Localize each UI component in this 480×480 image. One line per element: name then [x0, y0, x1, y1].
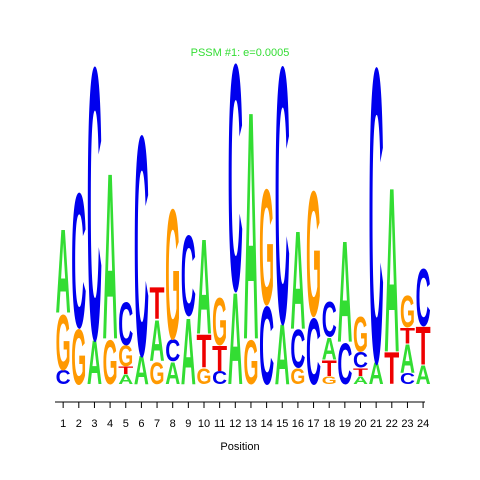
- x-tick-label-14: 14: [260, 418, 272, 430]
- logo-letter-g-pos-13: G: [243, 327, 258, 397]
- x-tick-label-1: 1: [60, 418, 66, 430]
- x-tick-label-13: 13: [245, 418, 257, 430]
- logo-letter-c-pos-23: C: [400, 369, 415, 387]
- logo-letter-g-pos-1: G: [56, 299, 71, 387]
- logo-letter-a-pos-9: A: [181, 298, 196, 404]
- logo-letter-c-pos-17: C: [306, 298, 321, 404]
- logo-letter-c-pos-24: C: [416, 251, 431, 343]
- x-tick-label-7: 7: [154, 418, 160, 430]
- logo-letter-g-pos-18: G: [322, 375, 337, 387]
- logo-letter-t-pos-20: T: [353, 366, 368, 378]
- logo-letter-t-pos-23: T: [400, 324, 416, 349]
- logo-letter-c-pos-15: C: [275, 0, 290, 401]
- logo-letter-a-pos-3: A: [87, 326, 102, 397]
- x-axis-label: Position: [220, 441, 259, 453]
- chart-title: PSSM #1: e=0.0005: [191, 47, 290, 59]
- logo-letter-c-pos-5: C: [118, 290, 133, 358]
- logo-letter-a-pos-22: A: [384, 140, 399, 402]
- x-tick-label-11: 11: [214, 418, 225, 430]
- logo-letter-g-pos-11: G: [212, 284, 227, 360]
- logo-letter-a-pos-12: A: [228, 265, 243, 412]
- x-tick-label-17: 17: [307, 418, 319, 430]
- logo-letter-a-pos-18: A: [322, 331, 337, 366]
- x-tick-label-18: 18: [323, 418, 335, 430]
- x-tick-label-5: 5: [123, 418, 129, 430]
- x-tick-label-12: 12: [229, 418, 241, 430]
- logo-letter-a-pos-10: A: [197, 210, 212, 362]
- logo-letter-t-pos-5: T: [118, 365, 133, 377]
- logo-letter-t-pos-18: T: [322, 357, 338, 382]
- logo-letter-a-pos-24: A: [416, 360, 431, 390]
- logo-letter-c-pos-20: C: [353, 347, 368, 373]
- logo-letter-g-pos-8: G: [165, 171, 180, 378]
- x-tick-label-6: 6: [138, 418, 144, 430]
- logo-letter-g-pos-7: G: [150, 355, 165, 391]
- x-tick-label-22: 22: [386, 418, 398, 430]
- logo-letter-c-pos-21: C: [369, 0, 384, 452]
- x-tick-label-3: 3: [91, 418, 97, 430]
- logo-letter-g-pos-23: G: [400, 288, 415, 337]
- x-tick-label-4: 4: [107, 418, 113, 430]
- logo-letter-g-pos-17: G: [306, 154, 321, 354]
- x-tick-label-20: 20: [354, 418, 366, 430]
- x-tick-label-19: 19: [339, 418, 351, 430]
- logo-letter-c-pos-12: C: [228, 0, 243, 359]
- logo-letter-c-pos-16: C: [290, 319, 305, 380]
- logo-letter-a-pos-7: A: [150, 309, 165, 374]
- logo-letter-c-pos-19: C: [337, 332, 352, 397]
- logo-letter-a-pos-4: A: [103, 123, 118, 389]
- logo-letter-g-pos-10: G: [197, 365, 212, 390]
- logo-letter-c-pos-2: C: [71, 154, 86, 369]
- logo-letter-a-pos-15: A: [275, 307, 290, 403]
- x-tick-label-9: 9: [185, 418, 191, 430]
- logo-letter-a-pos-1: A: [56, 205, 71, 339]
- logo-letter-t-pos-7: T: [150, 278, 165, 329]
- logo-letter-g-pos-14: G: [259, 154, 274, 339]
- logo-letter-a-pos-8: A: [165, 356, 180, 391]
- logo-letter-a-pos-20: A: [353, 374, 368, 387]
- logo-letter-a-pos-21: A: [369, 356, 384, 391]
- x-tick-label-23: 23: [401, 418, 413, 430]
- logo-letter-g-pos-5: G: [118, 340, 133, 373]
- logo-letter-c-pos-6: C: [134, 71, 149, 422]
- logo-letter-c-pos-18: C: [322, 292, 337, 348]
- logo-letter-a-pos-13: A: [243, 43, 258, 407]
- logo-letter-t-pos-10: T: [197, 326, 212, 379]
- logo-letter-a-pos-19: A: [337, 210, 352, 372]
- x-tick-label-21: 21: [370, 418, 382, 430]
- x-tick-label-16: 16: [292, 418, 304, 430]
- x-tick-label-8: 8: [170, 418, 176, 430]
- logo-letter-a-pos-5: A: [118, 372, 133, 387]
- logo-letter-c-pos-11: C: [212, 368, 227, 388]
- x-tick-label-2: 2: [76, 418, 82, 430]
- logo-letter-a-pos-23: A: [400, 336, 415, 381]
- x-tick-label-15: 15: [276, 418, 288, 430]
- logo-letter-g-pos-2: G: [71, 314, 86, 402]
- logo-letter-c-pos-9: C: [181, 211, 196, 340]
- logo-letter-t-pos-22: T: [384, 343, 399, 394]
- logo-letter-c-pos-8: C: [165, 333, 180, 368]
- logo-letter-c-pos-3: C: [87, 0, 102, 422]
- logo-letter-g-pos-16: G: [290, 365, 305, 390]
- x-axis-ticks: 1 2 3 4 5 6 7 8 9 10 11 12 13 14 15 16 17 18 19 20 21 22 23 24: [60, 402, 429, 430]
- logo-letter-a-pos-6: A: [134, 347, 149, 392]
- logo-letter-g-pos-4: G: [103, 327, 118, 397]
- logo-letter-c-pos-14: C: [259, 284, 274, 408]
- x-tick-label-10: 10: [198, 418, 210, 430]
- x-tick-label-24: 24: [417, 418, 429, 430]
- logo-letter-t-pos-11: T: [212, 338, 227, 379]
- logo-letter-g-pos-20: G: [353, 308, 368, 363]
- logo-letter-c-pos-1: C: [56, 366, 71, 389]
- logo-letter-a-pos-16: A: [290, 203, 305, 360]
- logo-letter-t-pos-24: T: [416, 315, 431, 376]
